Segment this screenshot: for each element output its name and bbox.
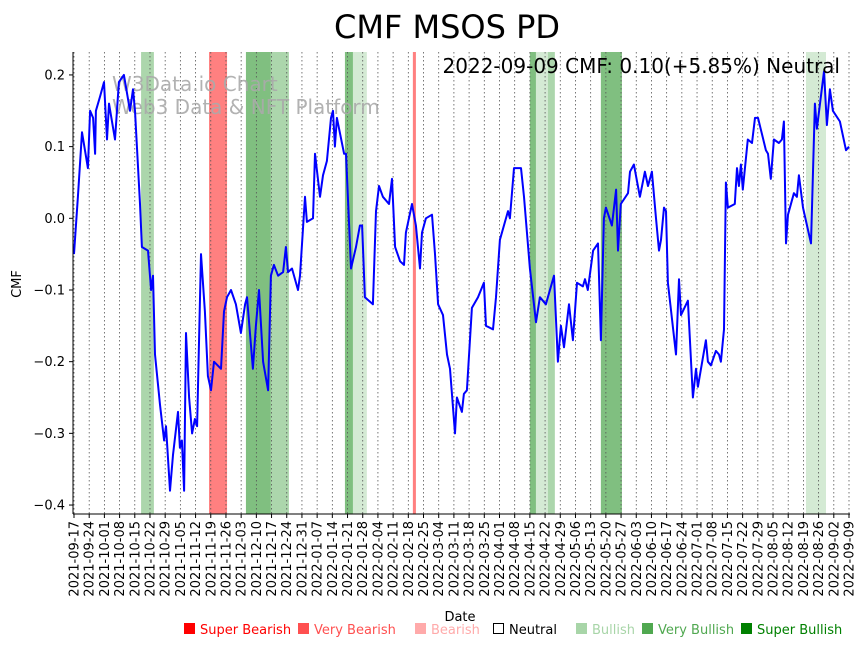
legend-swatch	[184, 623, 195, 634]
x-tick-label: 2022-07-08	[706, 521, 721, 597]
cmf-line	[73, 70, 850, 492]
signal-band	[344, 52, 353, 514]
watermark-line-1: W3Data.io Chart	[112, 72, 278, 96]
x-tick-label: 2022-01-21	[341, 521, 356, 597]
x-tick-label: 2022-03-25	[478, 521, 493, 597]
legend-swatch	[415, 623, 426, 634]
y-tick-label: 0.0	[44, 212, 65, 227]
x-tick-label: 2022-06-24	[675, 521, 690, 597]
x-tick-label: 2021-11-12	[189, 521, 204, 597]
legend-swatch	[741, 623, 752, 634]
x-tick-label: 2022-06-17	[660, 521, 675, 597]
x-tick-label: 2022-07-29	[751, 521, 766, 597]
x-tick-label: 2021-09-24	[83, 521, 98, 597]
signal-band	[412, 52, 416, 514]
x-tick-label: 2021-12-17	[265, 521, 280, 597]
x-tick-label: 2021-10-08	[113, 521, 128, 597]
x-tick-label: 2022-01-14	[326, 521, 341, 597]
x-tick-label: 2021-11-19	[204, 521, 219, 597]
signal-band	[352, 52, 367, 514]
x-tick-label: 2022-08-19	[797, 521, 812, 597]
legend-swatch	[576, 623, 587, 634]
legend-label: Super Bullish	[757, 623, 842, 638]
signal-band	[535, 52, 548, 514]
legend-label: Bearish	[431, 623, 480, 638]
x-tick-label: 2022-06-03	[630, 521, 645, 597]
legend-label: Super Bearish	[200, 623, 291, 638]
x-tick-label: 2022-05-13	[584, 521, 599, 597]
y-ticks: 0.2 0.1 0.0 −0.1 −0.2 −0.3 −0.4	[33, 68, 73, 514]
x-tick-label: 2022-09-09	[843, 521, 858, 597]
signal-band	[245, 52, 271, 514]
signal-band	[600, 52, 622, 514]
x-tick-label: 2022-01-28	[356, 521, 371, 597]
x-tick-label: 2022-07-15	[721, 521, 736, 597]
legend-label: Bullish	[592, 623, 635, 638]
legend-swatch	[493, 623, 504, 634]
x-tick-label: 2022-06-10	[645, 521, 660, 597]
x-gridlines	[73, 52, 850, 514]
y-tick-label: −0.4	[33, 499, 65, 514]
x-tick-label: 2021-10-01	[98, 521, 113, 597]
x-tick-label: 2021-11-26	[219, 521, 234, 597]
x-tick-label: 2022-08-05	[767, 521, 782, 597]
legend: Super Bearish Very Bearish Bearish Neutral B…	[184, 623, 842, 638]
x-tick-label: 2022-02-25	[417, 521, 432, 597]
chart-title: CMF MSOS PD	[334, 8, 560, 46]
x-tick-label: 2022-04-08	[508, 521, 523, 597]
signal-band	[806, 52, 826, 514]
watermark-line-2: Web3 Data & NFT Platform	[112, 95, 380, 119]
x-tick-label: 2022-05-20	[599, 521, 614, 597]
x-tick-label: 2022-05-06	[569, 521, 584, 597]
x-tick-label: 2022-07-01	[691, 521, 706, 597]
x-tick-label: 2022-04-15	[523, 521, 538, 597]
y-tick-label: −0.2	[33, 355, 65, 370]
annotation: 2022-09-09 CMF: 0.10(+5.85%) Neutral	[443, 54, 840, 78]
x-tick-label: 2021-10-29	[159, 521, 174, 597]
x-tick-label: 2021-12-03	[235, 521, 250, 597]
x-tick-label: 2022-02-04	[371, 521, 386, 597]
signal-band	[141, 52, 154, 514]
x-tick-label: 2022-05-27	[615, 521, 630, 597]
signal-band	[270, 52, 289, 514]
x-tick-label: 2022-02-18	[402, 521, 417, 597]
x-tick-label: 2021-12-31	[295, 521, 310, 597]
x-tick-label: 2021-10-22	[143, 521, 158, 597]
x-axis-label: Date	[444, 610, 475, 625]
legend-label: Very Bullish	[658, 623, 734, 638]
y-axis-label: CMF	[10, 270, 25, 298]
x-tick-label: 2022-04-22	[539, 521, 554, 597]
y-tick-label: 0.2	[44, 68, 65, 83]
x-tick-label: 2021-10-15	[128, 521, 143, 597]
legend-swatch	[642, 623, 653, 634]
x-ticks: 2021-09-17 2021-09-24 2021-10-01 2021-10-08…	[68, 514, 858, 597]
x-tick-label: 2021-09-17	[68, 521, 83, 597]
signal-band	[529, 52, 536, 514]
x-tick-label: 2022-03-04	[432, 521, 447, 597]
x-tick-label: 2022-08-12	[782, 521, 797, 597]
signal-band	[209, 52, 228, 514]
x-tick-label: 2022-04-01	[493, 521, 508, 597]
legend-swatch	[298, 623, 309, 634]
x-tick-label: 2022-09-02	[827, 521, 842, 597]
x-tick-label: 2021-12-24	[280, 521, 295, 597]
legend-label: Neutral	[509, 623, 557, 638]
y-tick-label: 0.1	[44, 140, 65, 155]
x-tick-label: 2022-03-11	[447, 521, 462, 597]
x-tick-label: 2022-01-07	[311, 521, 326, 597]
x-tick-label: 2022-02-11	[387, 521, 402, 597]
y-tick-label: −0.3	[33, 427, 65, 442]
x-tick-label: 2021-12-10	[250, 521, 265, 597]
y-tick-label: −0.1	[33, 283, 65, 298]
x-tick-label: 2022-07-22	[736, 521, 751, 597]
x-tick-label: 2022-04-29	[554, 521, 569, 597]
x-tick-label: 2022-08-26	[812, 521, 827, 597]
x-tick-label: 2021-11-05	[174, 521, 189, 597]
x-tick-label: 2022-03-18	[463, 521, 478, 597]
legend-label: Very Bearish	[314, 623, 396, 638]
